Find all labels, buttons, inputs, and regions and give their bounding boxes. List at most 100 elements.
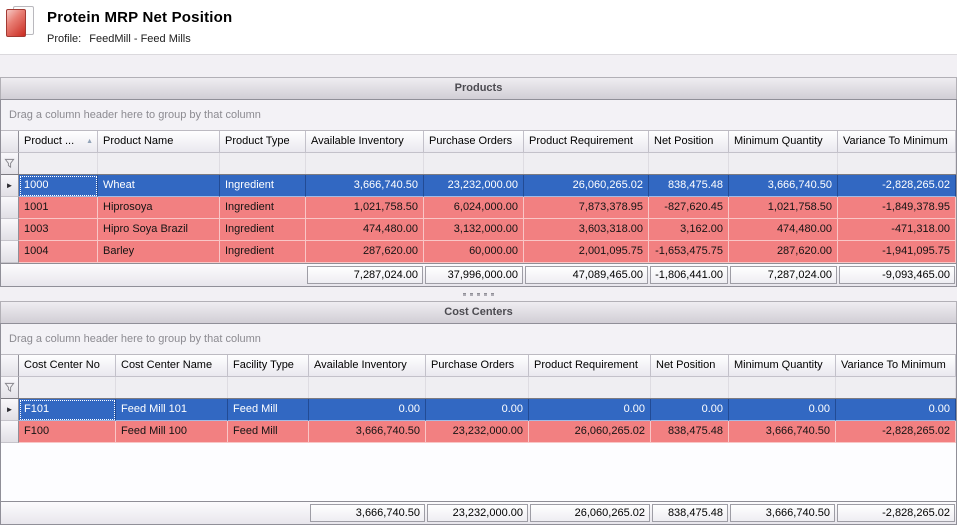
filter-cell[interactable] (524, 153, 649, 174)
filter-indicator-cell[interactable] (1, 153, 19, 174)
grid-cell[interactable]: -1,653,475.75 (649, 241, 729, 263)
grid-cell[interactable]: 838,475.48 (651, 421, 729, 443)
column-header-minimum-quantity[interactable]: Minimum Quantity (729, 131, 838, 153)
column-header-product-name[interactable]: Product Name (98, 131, 220, 153)
table-row[interactable]: 1004 Barley Ingredient 287,620.00 60,000.00 2… (1, 241, 956, 263)
column-header-cost-center-no[interactable]: Cost Center No (19, 355, 116, 377)
grid-cell[interactable]: F101 (19, 399, 116, 421)
grid-cell[interactable]: Hiprosoya (98, 197, 220, 219)
grid-cell[interactable]: Barley (98, 241, 220, 263)
column-header-available-inventory[interactable]: Available Inventory (306, 131, 424, 153)
column-header-product[interactable]: Product ... ▲ (19, 131, 98, 153)
grid-cell[interactable]: 474,480.00 (306, 219, 424, 241)
cost-centers-group-panel[interactable]: Drag a column header here to group by th… (1, 324, 956, 354)
filter-cell[interactable] (116, 377, 228, 398)
grid-cell[interactable]: F100 (19, 421, 116, 443)
grid-cell[interactable]: Hipro Soya Brazil (98, 219, 220, 241)
filter-cell[interactable] (836, 377, 956, 398)
filter-cell[interactable] (426, 377, 529, 398)
grid-cell[interactable]: 3,666,740.50 (729, 421, 836, 443)
grid-cell[interactable]: 838,475.48 (649, 175, 729, 197)
grid-cell[interactable]: Ingredient (220, 197, 306, 219)
table-row[interactable]: ► 1000 Wheat Ingredient 3,666,740.50 23,232,0… (1, 175, 956, 197)
filter-cell[interactable] (729, 153, 838, 174)
filter-cell[interactable] (649, 153, 729, 174)
grid-cell[interactable]: 3,666,740.50 (306, 175, 424, 197)
filter-cell[interactable] (838, 153, 956, 174)
filter-cell[interactable] (729, 377, 836, 398)
grid-cell[interactable]: 23,232,000.00 (426, 421, 529, 443)
column-header-product-requirement[interactable]: Product Requirement (529, 355, 651, 377)
grid-cell[interactable]: 1,021,758.50 (729, 197, 838, 219)
table-row[interactable]: ► F101 Feed Mill 101 Feed Mill 0.00 0.00 0.00 0… (1, 399, 956, 421)
grid-cell[interactable]: 0.00 (836, 399, 956, 421)
grid-cell[interactable]: Feed Mill (228, 399, 309, 421)
grid-cell[interactable]: 287,620.00 (306, 241, 424, 263)
filter-cell[interactable] (306, 153, 424, 174)
grid-cell[interactable]: Feed Mill (228, 421, 309, 443)
grid-cell[interactable]: -2,828,265.02 (836, 421, 956, 443)
grid-cell[interactable]: 2,001,095.75 (524, 241, 649, 263)
grid-cell[interactable]: 3,603,318.00 (524, 219, 649, 241)
grid-cell[interactable]: 1003 (19, 219, 98, 241)
column-header-variance-to-minimum[interactable]: Variance To Minimum (836, 355, 956, 377)
grid-cell[interactable]: 1001 (19, 197, 98, 219)
filter-cell[interactable] (220, 153, 306, 174)
column-header-purchase-orders[interactable]: Purchase Orders (426, 355, 529, 377)
grid-cell[interactable]: 3,666,740.50 (309, 421, 426, 443)
filter-cell[interactable] (19, 377, 116, 398)
filter-cell[interactable] (98, 153, 220, 174)
grid-cell[interactable]: 23,232,000.00 (424, 175, 524, 197)
grid-cell[interactable]: Ingredient (220, 241, 306, 263)
filter-cell[interactable] (651, 377, 729, 398)
grid-cell[interactable]: -471,318.00 (838, 219, 956, 241)
grid-cell[interactable]: 0.00 (729, 399, 836, 421)
table-row[interactable]: 1003 Hipro Soya Brazil Ingredient 474,480.0… (1, 219, 956, 241)
filter-cell[interactable] (529, 377, 651, 398)
grid-cell[interactable]: Ingredient (220, 175, 306, 197)
column-header-available-inventory[interactable]: Available Inventory (309, 355, 426, 377)
grid-cell[interactable]: Feed Mill 100 (116, 421, 228, 443)
grid-cell[interactable]: 0.00 (309, 399, 426, 421)
products-group-panel[interactable]: Drag a column header here to group by th… (1, 100, 956, 130)
grid-cell[interactable]: 26,060,265.02 (524, 175, 649, 197)
column-header-facility-type[interactable]: Facility Type (228, 355, 309, 377)
column-header-cost-center-name[interactable]: Cost Center Name (116, 355, 228, 377)
table-row[interactable]: F100 Feed Mill 100 Feed Mill 3,666,740.50 23… (1, 421, 956, 443)
row-indicator[interactable] (1, 241, 19, 263)
filter-cell[interactable] (228, 377, 309, 398)
filter-cell[interactable] (19, 153, 98, 174)
grid-cell[interactable]: 0.00 (426, 399, 529, 421)
grid-cell[interactable]: 0.00 (651, 399, 729, 421)
grid-cell[interactable]: 1000 (19, 175, 98, 197)
column-header-product-type[interactable]: Product Type (220, 131, 306, 153)
grid-cell[interactable]: 0.00 (529, 399, 651, 421)
column-header-net-position[interactable]: Net Position (649, 131, 729, 153)
grid-cell[interactable]: 287,620.00 (729, 241, 838, 263)
grid-cell[interactable]: 474,480.00 (729, 219, 838, 241)
grid-cell[interactable]: 3,666,740.50 (729, 175, 838, 197)
column-header-net-position[interactable]: Net Position (651, 355, 729, 377)
row-indicator[interactable] (1, 197, 19, 219)
filter-cell[interactable] (309, 377, 426, 398)
grid-cell[interactable]: 1,021,758.50 (306, 197, 424, 219)
row-indicator[interactable] (1, 219, 19, 241)
grid-cell[interactable]: 3,162.00 (649, 219, 729, 241)
grid-cell[interactable]: 6,024,000.00 (424, 197, 524, 219)
table-row[interactable]: 1001 Hiprosoya Ingredient 1,021,758.50 6,024… (1, 197, 956, 219)
row-indicator[interactable] (1, 421, 19, 443)
filter-indicator-cell[interactable] (1, 377, 19, 398)
grid-cell[interactable]: 3,132,000.00 (424, 219, 524, 241)
column-header-product-requirement[interactable]: Product Requirement (524, 131, 649, 153)
grid-cell[interactable]: -827,620.45 (649, 197, 729, 219)
grid-cell[interactable]: 7,873,378.95 (524, 197, 649, 219)
row-indicator[interactable]: ► (1, 399, 19, 421)
grid-cell[interactable]: 1004 (19, 241, 98, 263)
column-header-variance-to-minimum[interactable]: Variance To Minimum (838, 131, 956, 153)
grid-cell[interactable]: 60,000.00 (424, 241, 524, 263)
grid-cell[interactable]: Wheat (98, 175, 220, 197)
grid-cell[interactable]: -1,849,378.95 (838, 197, 956, 219)
column-header-minimum-quantity[interactable]: Minimum Quantity (729, 355, 836, 377)
grid-cell[interactable]: -1,941,095.75 (838, 241, 956, 263)
grid-cell[interactable]: Ingredient (220, 219, 306, 241)
